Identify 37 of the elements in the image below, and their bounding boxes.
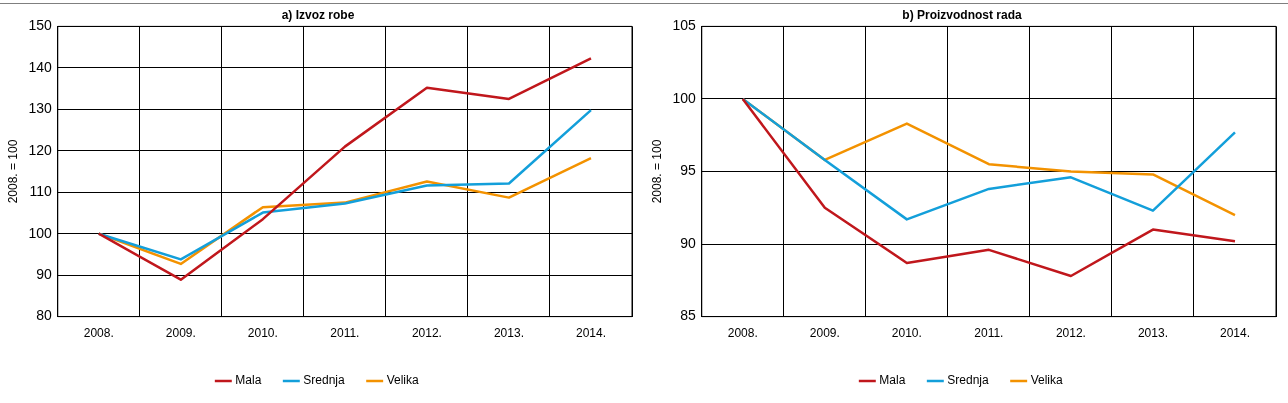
x-tick-label: 2008.: [727, 326, 758, 341]
y-tick-label: 110: [29, 183, 52, 200]
chart-title: b) Proizvodnost rada: [902, 7, 1022, 22]
x-tick-label: 2010.: [891, 326, 922, 341]
x-tick-label: 2008.: [83, 326, 114, 341]
x-tick-label: 2009.: [809, 326, 840, 341]
legend-label: Mala: [879, 373, 906, 388]
legend-label: Velika: [386, 373, 420, 388]
x-tick-label: 2009.: [165, 326, 196, 341]
x-tick-label: 2012.: [1055, 326, 1086, 341]
x-tick-label: 2012.: [411, 326, 442, 341]
x-tick-label: 2011.: [974, 326, 1004, 341]
x-tick-label: 2011.: [330, 326, 360, 341]
legend-label: Velika: [1030, 373, 1064, 388]
y-tick-label: 105: [672, 17, 696, 34]
y-tick-label: 100: [28, 224, 52, 241]
x-tick-label: 2014.: [575, 326, 606, 341]
y-tick-label: 80: [36, 307, 52, 324]
legend-label: Srednja: [303, 373, 345, 388]
chart-title: a) Izvoz robe: [281, 7, 355, 22]
y-tick-label: 90: [680, 234, 696, 251]
y-tick-label: 150: [28, 17, 52, 34]
y-tick-label: 85: [680, 307, 696, 324]
legend-label: Srednja: [947, 373, 989, 388]
x-tick-label: 2014.: [1219, 326, 1250, 341]
x-tick-label: 2013.: [493, 326, 524, 341]
y-tick-label: 140: [28, 58, 52, 75]
y-tick-label: 130: [28, 100, 52, 117]
x-tick-label: 2010.: [247, 326, 278, 341]
y-tick-label: 100: [672, 89, 696, 106]
x-tick-label: 2013.: [1137, 326, 1168, 341]
y-tick-label: 120: [28, 141, 52, 158]
y-axis-title: 2008. = 100: [5, 139, 20, 204]
legend-label: Mala: [235, 373, 262, 388]
y-tick-label: 95: [680, 162, 696, 179]
y-axis-title: 2008. = 100: [649, 139, 664, 204]
y-tick-label: 90: [36, 266, 52, 282]
